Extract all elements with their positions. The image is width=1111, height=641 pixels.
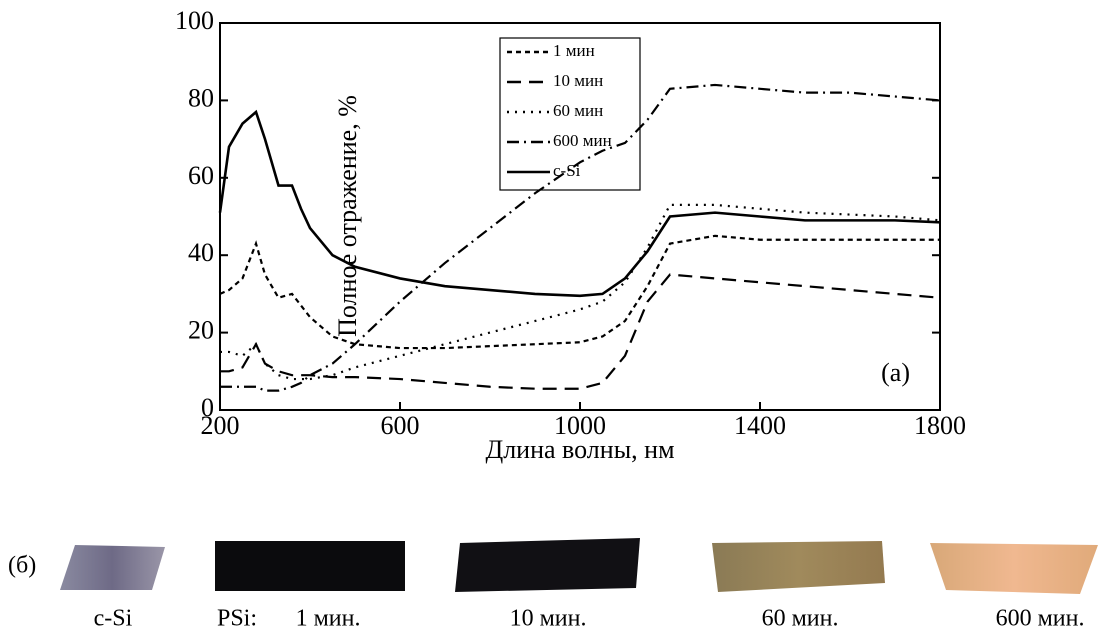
- x-axis-label: Длина волны, нм: [485, 435, 674, 464]
- photo-label: c-Si: [94, 606, 133, 632]
- photo-panel-label: (б): [8, 553, 36, 579]
- legend-label: 1 мин: [553, 41, 595, 60]
- y-axis-label: Полное отражение, %: [333, 95, 362, 337]
- annotation: (a): [881, 358, 910, 387]
- x-tick-label: 1400: [734, 411, 786, 440]
- x-tick-label: 1000: [554, 411, 606, 440]
- photo: [60, 545, 165, 590]
- photo: [215, 541, 405, 591]
- legend-label: c-Si: [553, 161, 581, 180]
- photos: (б) c-Si PSi: 1 мин. 10 мин. 60 мин. 600…: [8, 538, 1098, 632]
- legend-label: 60 мин: [553, 101, 603, 120]
- photo-label: 600 мин.: [996, 606, 1085, 632]
- photo: [455, 538, 640, 592]
- series-line: [220, 203, 941, 381]
- x-tick-label: 600: [381, 411, 420, 440]
- x-tick-label: 200: [201, 411, 240, 440]
- y-tick-label: 40: [188, 238, 214, 267]
- y-tick-label: 100: [175, 6, 214, 35]
- y-tick-label: 60: [188, 161, 214, 190]
- y-tick-label: 0: [201, 393, 214, 422]
- series-line: [219, 234, 940, 350]
- y-tick-label: 80: [188, 83, 214, 112]
- photo: [712, 541, 885, 592]
- photo-prefix: PSi:: [217, 606, 257, 632]
- x-tick-label: 1800: [914, 411, 966, 440]
- y-tick-label: 20: [188, 316, 214, 345]
- photo-label: 60 мин.: [762, 606, 839, 632]
- series-line: [220, 83, 941, 392]
- legend-box: [499, 37, 641, 191]
- photo-label: 10 мин.: [510, 606, 587, 632]
- series-line: [218, 109, 941, 298]
- legend-label: 10 мин: [553, 71, 603, 90]
- photo-label: 1 мин.: [296, 606, 361, 632]
- photo: [930, 543, 1098, 594]
- legend-label: 600 мин: [553, 131, 612, 150]
